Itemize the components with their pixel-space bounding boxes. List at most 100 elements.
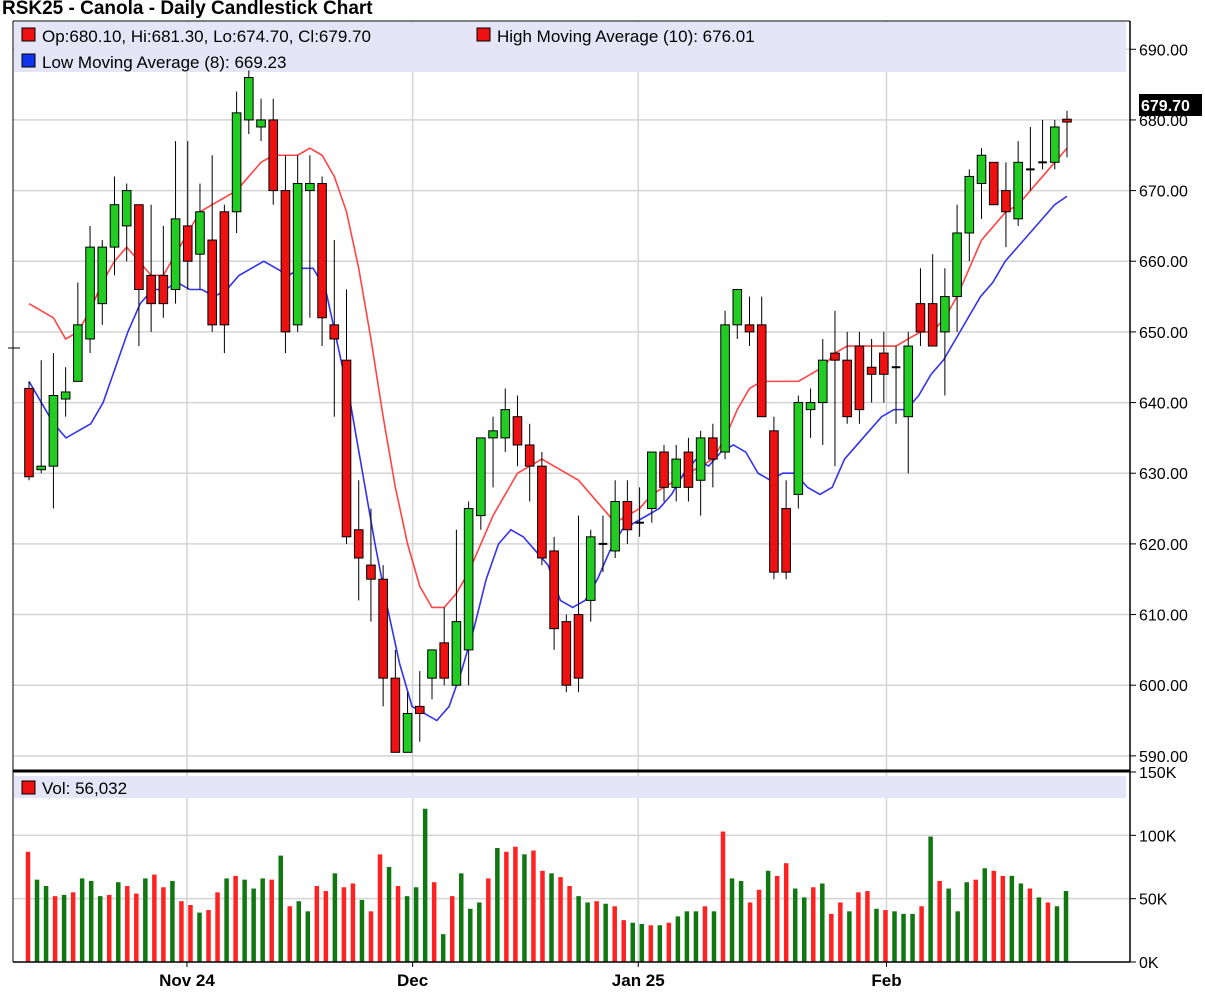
price-tick-label: 650.00: [1139, 325, 1188, 342]
candle-body: [988, 161, 999, 206]
volume-bar: [206, 910, 211, 962]
volume-bar: [125, 886, 130, 962]
candle: [146, 204, 156, 332]
candle-body: [1062, 118, 1072, 123]
candle: [793, 395, 804, 509]
volume-bar: [504, 851, 509, 962]
volume-bar: [883, 910, 888, 962]
candle-body: [549, 550, 559, 630]
volume-bar: [88, 880, 94, 962]
candle: [280, 155, 291, 354]
candle-body: [73, 324, 83, 382]
volume-bar: [152, 874, 157, 962]
candle: [1026, 126, 1035, 191]
low-moving-average-line: [28, 195, 1068, 722]
volume-bar: [1036, 897, 1042, 962]
candle-body: [36, 465, 47, 471]
candle-body: [708, 437, 718, 460]
volume-bar: [946, 888, 951, 962]
volume-bar: [431, 882, 437, 962]
candle: [73, 282, 83, 382]
candle-body: [915, 303, 926, 333]
high-moving-average-line: [28, 147, 1068, 609]
candle: [476, 437, 486, 530]
candle: [439, 607, 449, 686]
volume-bar: [350, 883, 356, 962]
candle: [500, 388, 511, 453]
candle: [720, 310, 730, 460]
candle-body: [671, 458, 682, 488]
volume-bar: [594, 901, 599, 962]
candle: [903, 331, 914, 474]
volume-bar: [323, 891, 329, 962]
candle-body: [24, 387, 34, 478]
volume-legend-swatch: [21, 780, 36, 795]
candle-body: [195, 211, 205, 255]
volume-bar: [188, 905, 193, 962]
candle: [561, 614, 572, 693]
volume-bar: [422, 808, 428, 962]
candle-body: [244, 77, 254, 121]
candle: [732, 289, 743, 339]
volume-bar: [296, 901, 302, 962]
volume-bar: [61, 894, 67, 962]
volume-bar: [639, 924, 645, 962]
volume-bar: [197, 912, 202, 962]
candle: [635, 487, 644, 537]
candle-body: [366, 564, 376, 580]
candle-body: [219, 211, 230, 326]
candle-body: [744, 324, 755, 333]
candle-body: [1013, 161, 1023, 220]
volume-bar: [738, 880, 744, 962]
volume-bar: [820, 883, 825, 962]
candle: [610, 480, 620, 559]
volume-tick-label: 150K: [1139, 765, 1177, 782]
candle-body: [769, 430, 779, 573]
candle: [744, 296, 755, 347]
candle-body: [476, 437, 486, 517]
candle-body: [756, 324, 767, 418]
candle-body: [659, 451, 669, 488]
volume-bar: [242, 879, 247, 962]
volume-bar: [838, 902, 843, 962]
volume-bar: [1018, 883, 1024, 962]
candle-body: [854, 345, 865, 411]
volume-bar: [558, 877, 563, 962]
price-panel: [13, 21, 1130, 770]
candle: [97, 240, 108, 325]
candle: [817, 338, 828, 445]
volume-tick-label: 100K: [1139, 828, 1177, 845]
candle-body: [488, 430, 498, 439]
candle: [647, 451, 657, 523]
volume-bar: [729, 878, 735, 962]
candle: [207, 155, 217, 332]
candle: [36, 360, 47, 474]
candle: [854, 331, 865, 424]
volume-bar: [531, 850, 536, 962]
volume-bar: [955, 911, 960, 962]
volume-bar: [937, 880, 942, 962]
candle-body: [647, 451, 657, 510]
volume-bar: [693, 911, 699, 962]
candle-body: [1049, 126, 1060, 163]
candle-body: [561, 621, 572, 686]
volume-bar: [287, 906, 293, 962]
candle: [1038, 119, 1047, 170]
volume-bar: [657, 925, 663, 962]
candle: [390, 649, 401, 753]
price-axis-ticks: 590.00 600.00 610.00 620.00 630.00 640.00 650.…: [1130, 42, 1188, 766]
volume-bar: [368, 911, 374, 962]
candle: [366, 508, 376, 622]
volume-bar: [278, 855, 283, 962]
candle-body: [146, 274, 156, 305]
candle-body: [109, 204, 120, 248]
x-axis-ticks: Nov 24 Dec Jan 25 Feb: [159, 962, 902, 990]
volume-bar: [865, 891, 870, 962]
candle: [1001, 162, 1011, 248]
price-tick-label: 670.00: [1139, 184, 1188, 201]
candle-body: [121, 190, 132, 227]
candle: [121, 183, 132, 262]
volume-bar: [143, 878, 148, 962]
candle-body: [427, 649, 437, 679]
candle: [292, 155, 303, 332]
